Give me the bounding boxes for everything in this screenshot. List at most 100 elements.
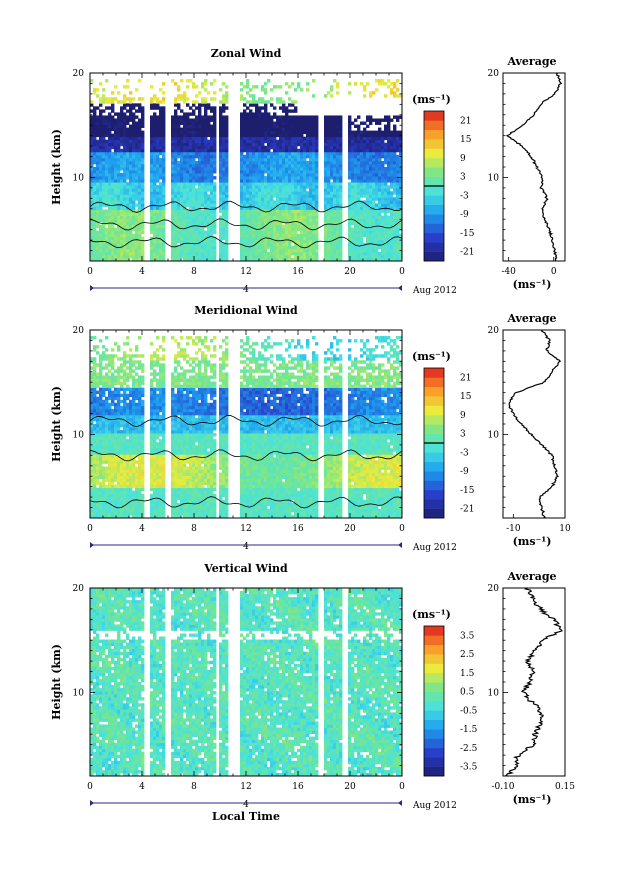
heatmap-cell <box>264 82 268 86</box>
heatmap-cell <box>102 151 106 156</box>
heatmap-cell <box>93 387 97 392</box>
heatmap-cell <box>327 245 331 250</box>
heatmap-cell <box>351 206 355 210</box>
heatmap-cell <box>264 188 268 192</box>
heatmap-cell <box>270 151 274 156</box>
heatmap-cell <box>90 163 94 168</box>
heatmap-cell <box>105 245 109 250</box>
heatmap-cell <box>138 148 142 153</box>
colorbar-swatch <box>424 167 444 177</box>
heatmap-cell <box>159 106 163 110</box>
heatmap-cell <box>138 188 142 192</box>
heatmap-cell <box>207 248 211 253</box>
heatmap-cell <box>249 100 253 104</box>
heatmap-cell <box>315 160 319 165</box>
heatmap-cell <box>102 481 106 486</box>
heatmap-cell <box>324 218 328 222</box>
heatmap-cell <box>252 227 256 232</box>
heatmap-cell <box>162 233 166 238</box>
heatmap-cell <box>108 157 112 162</box>
heatmap-cell <box>96 430 100 434</box>
heatmap-cell <box>390 118 394 122</box>
heatmap-cell <box>255 233 259 238</box>
heatmap-cell <box>213 127 217 132</box>
heatmap-cell <box>288 124 292 128</box>
heatmap-cell <box>150 248 154 253</box>
heatmap-cell <box>312 133 316 138</box>
heatmap-cell <box>117 257 121 262</box>
heatmap-cell <box>204 209 208 213</box>
heatmap-cell <box>174 127 178 132</box>
colorbar-swatch <box>424 148 444 159</box>
heatmap-cell <box>300 200 304 204</box>
heatmap-cell <box>324 254 328 259</box>
heatmap-cell <box>180 118 184 122</box>
heatmap-cell <box>198 170 202 174</box>
heatmap-cell <box>93 197 97 201</box>
heatmap-cell <box>105 478 109 483</box>
heatmap-cell <box>297 160 301 165</box>
heatmap-cell <box>366 176 370 180</box>
heatmap-cell <box>222 185 226 189</box>
heatmap-cell <box>366 151 370 156</box>
heatmap-cell <box>183 154 187 159</box>
heatmap-cell <box>384 218 388 222</box>
heatmap-cell <box>309 203 313 207</box>
heatmap-cell <box>324 182 328 186</box>
heatmap-cell <box>384 251 388 256</box>
heatmap-cell <box>366 242 370 247</box>
heatmap-cell <box>111 106 115 110</box>
heatmap-cell <box>132 197 136 201</box>
heatmap-cell <box>174 145 178 150</box>
heatmap-cell <box>204 212 208 216</box>
heatmap-cell <box>294 215 298 219</box>
heatmap-cell <box>99 227 103 232</box>
heatmap-cell <box>93 230 97 235</box>
heatmap-cell <box>174 182 178 186</box>
heatmap-cell <box>315 212 319 216</box>
heatmap-cell <box>90 115 94 119</box>
heatmap-cell <box>102 427 106 431</box>
heatmap-cell <box>171 167 175 171</box>
heatmap-cell <box>138 197 142 201</box>
heatmap-cell <box>375 239 379 244</box>
heatmap-cell <box>138 121 142 125</box>
heatmap-cell <box>240 82 244 86</box>
heatmap-cell <box>294 194 298 198</box>
heatmap-cell <box>249 215 253 219</box>
heatmap-cell <box>180 142 184 147</box>
heatmap-cell <box>159 118 163 122</box>
heatmap-cell <box>180 254 184 259</box>
heatmap-cell <box>279 254 283 259</box>
heatmap-cell <box>96 194 100 198</box>
heatmap-cell <box>129 218 133 222</box>
heatmap-cell <box>162 257 166 262</box>
heatmap-cell <box>108 369 112 373</box>
heatmap-cell <box>180 94 184 98</box>
heatmap-cell <box>138 127 142 132</box>
heatmap-cell <box>192 136 196 141</box>
heatmap-cell <box>183 257 187 262</box>
heatmap-cell <box>207 115 211 119</box>
heatmap-cell <box>330 167 334 171</box>
heatmap-cell <box>222 176 226 180</box>
heatmap-cell <box>357 127 361 132</box>
heatmap-cell <box>240 118 244 122</box>
heatmap-cell <box>324 224 328 229</box>
heatmap-cell <box>375 257 379 262</box>
heatmap-cell <box>195 215 199 219</box>
heatmap-cell <box>387 124 391 128</box>
heatmap-cell <box>96 454 100 458</box>
heatmap-cell <box>381 167 385 171</box>
heatmap-cell <box>246 248 250 253</box>
heatmap-cell <box>174 151 178 156</box>
heatmap-cell <box>264 133 268 138</box>
heatmap-cell <box>330 230 334 235</box>
heatmap-cell <box>390 212 394 216</box>
heatmap-cell <box>306 118 310 122</box>
heatmap-cell <box>384 200 388 204</box>
heatmap-cell <box>132 124 136 128</box>
heatmap-cell <box>390 157 394 162</box>
heatmap-cell <box>279 167 283 171</box>
heatmap-cell <box>123 224 127 229</box>
